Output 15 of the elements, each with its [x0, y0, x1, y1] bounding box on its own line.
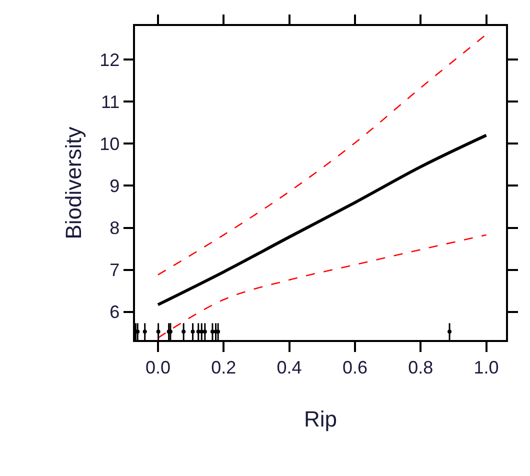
y-tick-label: 12: [100, 50, 120, 70]
y-tick-label: 7: [110, 260, 120, 280]
x-tick-label: 1.0: [474, 357, 499, 378]
y-tick-label: 10: [100, 134, 120, 154]
x-tick-label: 0.6: [342, 357, 368, 378]
x-axis-title: Rip: [304, 406, 338, 432]
y-tick-label: 11: [100, 92, 120, 112]
x-tick-label: 0.8: [408, 357, 434, 378]
x-tick-label: 0.2: [211, 357, 236, 378]
y-tick-label: 6: [110, 302, 120, 322]
x-tick-label: 0.0: [145, 357, 170, 378]
y-axis-title: Biodiversity: [60, 126, 86, 240]
y-tick-label: 9: [110, 176, 120, 196]
x-tick-label: 0.4: [276, 357, 302, 378]
y-tick-label: 8: [110, 218, 120, 238]
